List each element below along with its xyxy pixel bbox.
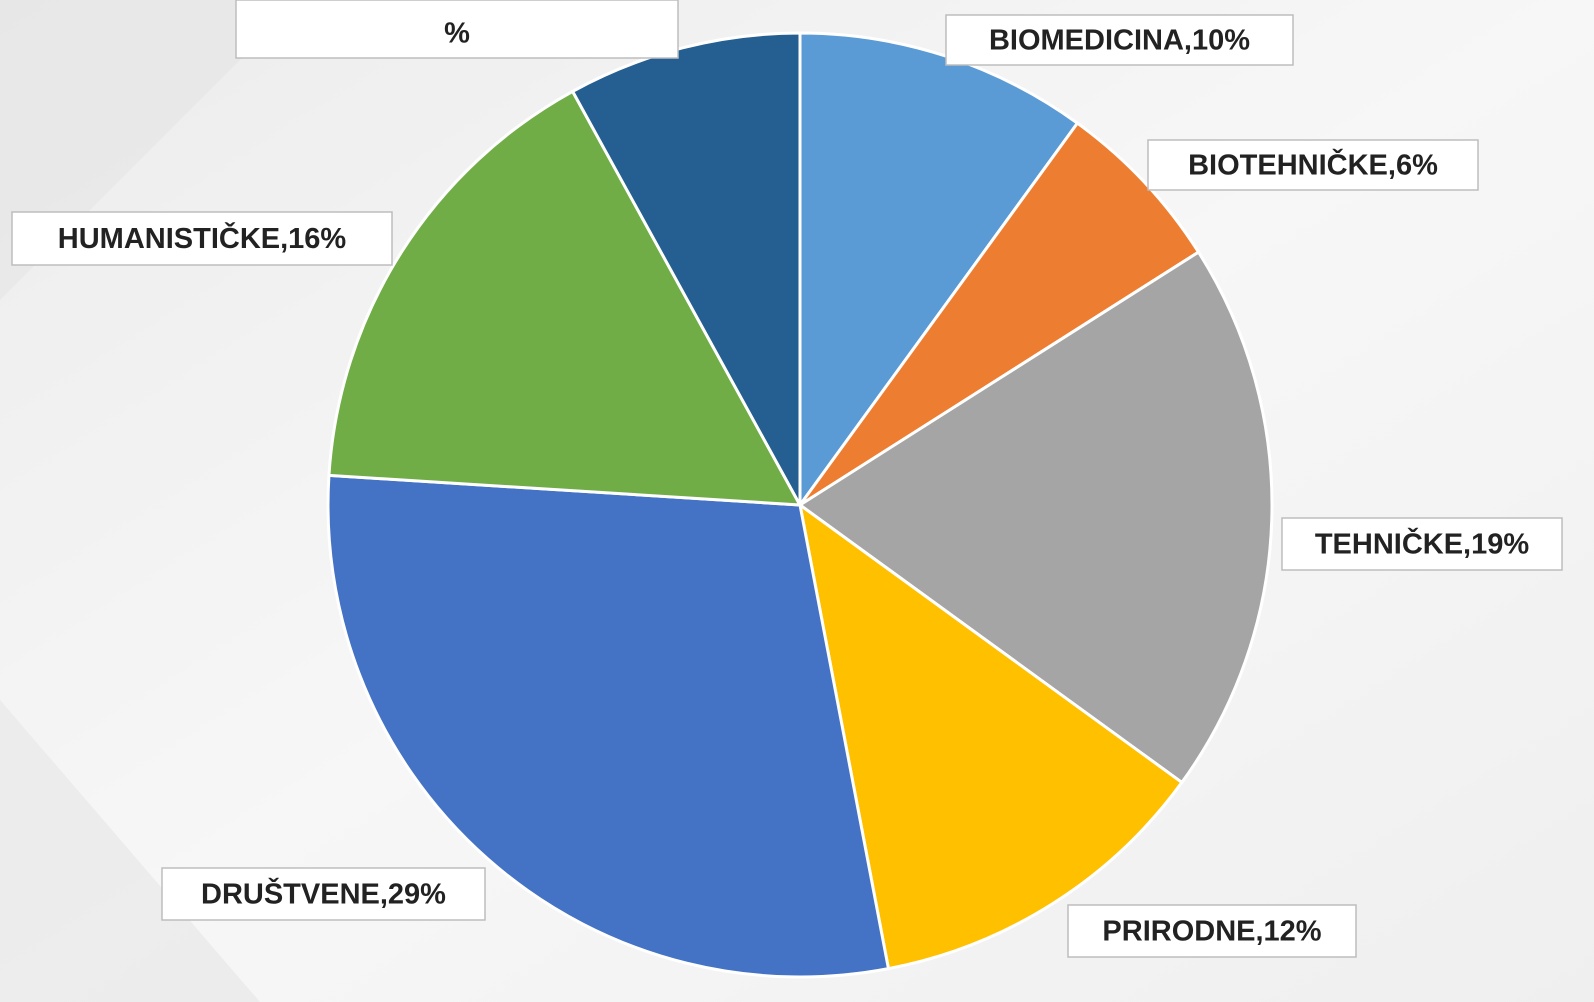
data-label: DRUŠTVENE,29% <box>201 877 446 911</box>
background-shape <box>0 700 260 1002</box>
pie-slice <box>327 89 803 507</box>
data-label: TEHNIČKE,19% <box>1315 527 1530 561</box>
label-box <box>1147 139 1479 191</box>
data-label: % <box>444 18 470 50</box>
label-box <box>235 0 679 59</box>
pie-slice <box>797 501 1184 971</box>
label-box <box>1281 517 1563 571</box>
label-box <box>945 14 1294 66</box>
data-label: BIOTEHNIČKE,6% <box>1188 148 1438 182</box>
data-label: HUMANISTIČKE,16% <box>58 221 347 255</box>
pie-slice <box>326 473 891 979</box>
label-box <box>1067 904 1357 958</box>
pie-slice <box>797 250 1274 785</box>
data-label: BIOMEDICINA,10% <box>989 25 1250 57</box>
data-label: PRIRODNE,12% <box>1102 916 1321 948</box>
label-box <box>161 867 486 921</box>
pie-slice <box>798 121 1201 507</box>
label-box <box>11 211 393 266</box>
pie-slice <box>570 31 802 506</box>
